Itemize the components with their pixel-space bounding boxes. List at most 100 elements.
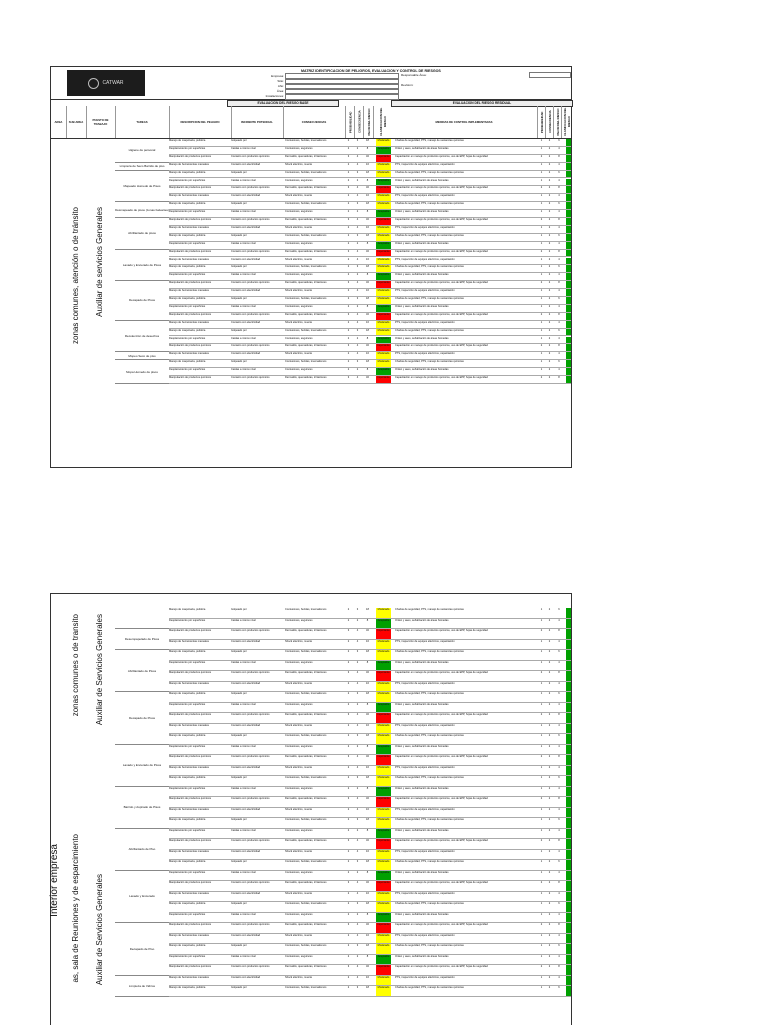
risk-level-residual-cell [566,320,571,328]
severity-cell: 2 [356,368,359,372]
field-instalaciones [285,93,399,100]
risk-value-residual-cell: 8 [558,965,560,968]
control-cell: Capacitación en manejo de productos quím… [395,923,488,926]
consequence-cell: Shock eléctrico, muerte [285,162,313,166]
consequence-cell: Shock eléctrico, muerte [285,681,313,685]
risk-level-residual-cell [566,352,571,360]
control-cell: PTS, inspección de equipos eléctricos, c… [395,194,455,198]
consequence-cell: Shock eléctrico, muerte [285,933,313,937]
risk-value-residual-cell: 4 [558,849,560,853]
hazard-cell: Desplazamiento por superficies [169,744,206,748]
risk-level-cell: Importante [376,629,391,639]
severity-residual-cell: 2 [548,807,551,811]
consequence-cell: Contusiones, esguinces [285,178,313,182]
consequence-cell: Shock eléctrico, muerte [285,639,313,643]
prob-cell: 2 [347,608,350,611]
control-cell: Orden y aseo, señalización de áreas húme… [395,744,449,748]
severity-cell: 2 [356,618,359,622]
prob-residual-cell: 1 [540,849,543,853]
risk-level-cell: Moderado [376,352,391,360]
risk-level-residual-cell [566,170,571,178]
table-row: Desplazamiento por superficies Caídas a m… [169,273,571,282]
field-sitio [285,78,399,85]
prob-cell: 2 [347,233,350,237]
severity-residual-cell: 2 [548,891,551,895]
hazard-cell: Manejo de herramientas manuales [169,807,209,811]
incident-cell: Contacto con electricidad [231,933,261,937]
severity-residual-cell: 2 [548,818,551,821]
consequence-cell: Contusiones, esguinces [285,618,313,622]
risk-level-cell: Importante [376,839,391,849]
prob-residual-cell: 2 [540,218,543,221]
severity-cell: 4 [356,249,359,253]
risk-value-residual-cell: 8 [558,249,560,253]
risk-value-cell: 18 [366,650,369,653]
risk-value-cell: 8 [366,828,369,832]
risk-value-cell: 8 [366,954,369,958]
risk-level-residual-cell [566,944,571,954]
hazard-cell: Desplazamiento por superficies [169,304,206,308]
prob-cell: 2 [347,304,350,308]
table-row: Manejo de maquinaria, pulidora Golpeado p… [169,650,571,661]
prob-residual-cell: 1 [540,681,543,685]
prob-cell: 2 [347,723,350,727]
severity-residual-cell: 2 [548,154,551,158]
control-cell: PTS, inspección de equipos eléctricos, c… [395,162,455,166]
risk-level-residual-cell [566,178,571,186]
table-row: Manejo de maquinaria, pulidora Golpeado p… [169,170,571,179]
severity-residual-cell: 2 [548,241,551,245]
severity-residual-cell: 2 [548,681,551,685]
incident-cell: Caídas a mismo nivel [231,304,256,308]
risk-level-cell: Aceptable [376,146,391,154]
risk-level-cell: Moderado [376,818,391,828]
prob-residual-cell: 2 [540,755,543,758]
consequence-cell: Dermatitis, quemaduras, irritaciones [285,923,327,926]
risk-value-cell: 16 [366,765,369,769]
severity-residual-cell: 2 [548,944,551,947]
hazard-cell: Manejo de herramientas manuales [169,257,209,261]
control-cell: Orden y aseo, señalización de áreas húme… [395,702,449,706]
severity-residual-cell: 2 [548,233,551,237]
table-row: Manejo de herramientas manuales Contacto … [169,194,571,203]
incident-cell: Golpeado por [231,170,247,174]
risk-value-cell: 8 [366,241,369,245]
risk-value-residual-cell: 4 [558,870,560,874]
prob-residual-cell: 1 [540,170,543,174]
control-cell: Charlas de seguridad, PTS, manejo de sus… [395,170,464,174]
prob-cell: 3 [347,881,350,884]
label-revision: Revisión: [401,83,414,87]
prob-residual-cell: 1 [540,891,543,895]
risk-value-residual-cell: 4 [558,765,560,769]
severity-residual-cell: 2 [548,265,551,269]
hazard-cell: Manejo de maquinaria, pulidora [169,692,206,695]
risk-value-cell: 32 [366,218,369,221]
risk-value-residual-cell: 4 [558,954,560,958]
severity-residual-cell: 2 [548,870,551,874]
risk-level-residual-cell [566,202,571,210]
risk-level-residual-cell [566,162,571,170]
consequence-cell: Dermatitis, quemaduras, irritaciones [285,312,327,316]
task-cell: Desempapelado de Pisos [115,629,169,650]
prob-cell: 2 [347,860,350,863]
risk-level-residual-cell [566,629,571,639]
consequence-cell: Dermatitis, quemaduras, irritaciones [285,755,327,758]
risk-level-residual-cell [566,194,571,202]
col-clasif-2: CLASIFICACION DEL RIESGO [561,106,572,138]
severity-cell: 3 [356,297,359,300]
consequence-cell: Dermatitis, quemaduras, irritaciones [285,713,327,716]
severity-cell: 3 [356,944,359,947]
severity-cell: 4 [356,194,359,198]
severity-cell: 4 [356,218,359,221]
risk-value-cell: 16 [366,891,369,895]
logo-ring-icon [88,77,100,89]
hazard-cell: Manejo de herramientas manuales [169,162,209,166]
severity-cell: 4 [356,975,359,979]
risk-level-residual-cell [566,376,571,383]
hazard-cell: Manejo de herramientas manuales [169,723,209,727]
severity-residual-cell: 2 [548,629,551,632]
prob-cell: 2 [347,210,350,214]
prob-residual-cell: 1 [540,225,543,229]
incident-cell: Caídas a mismo nivel [231,210,256,214]
risk-value-cell: 32 [366,186,369,190]
risk-level-cell: Aceptable [376,241,391,249]
